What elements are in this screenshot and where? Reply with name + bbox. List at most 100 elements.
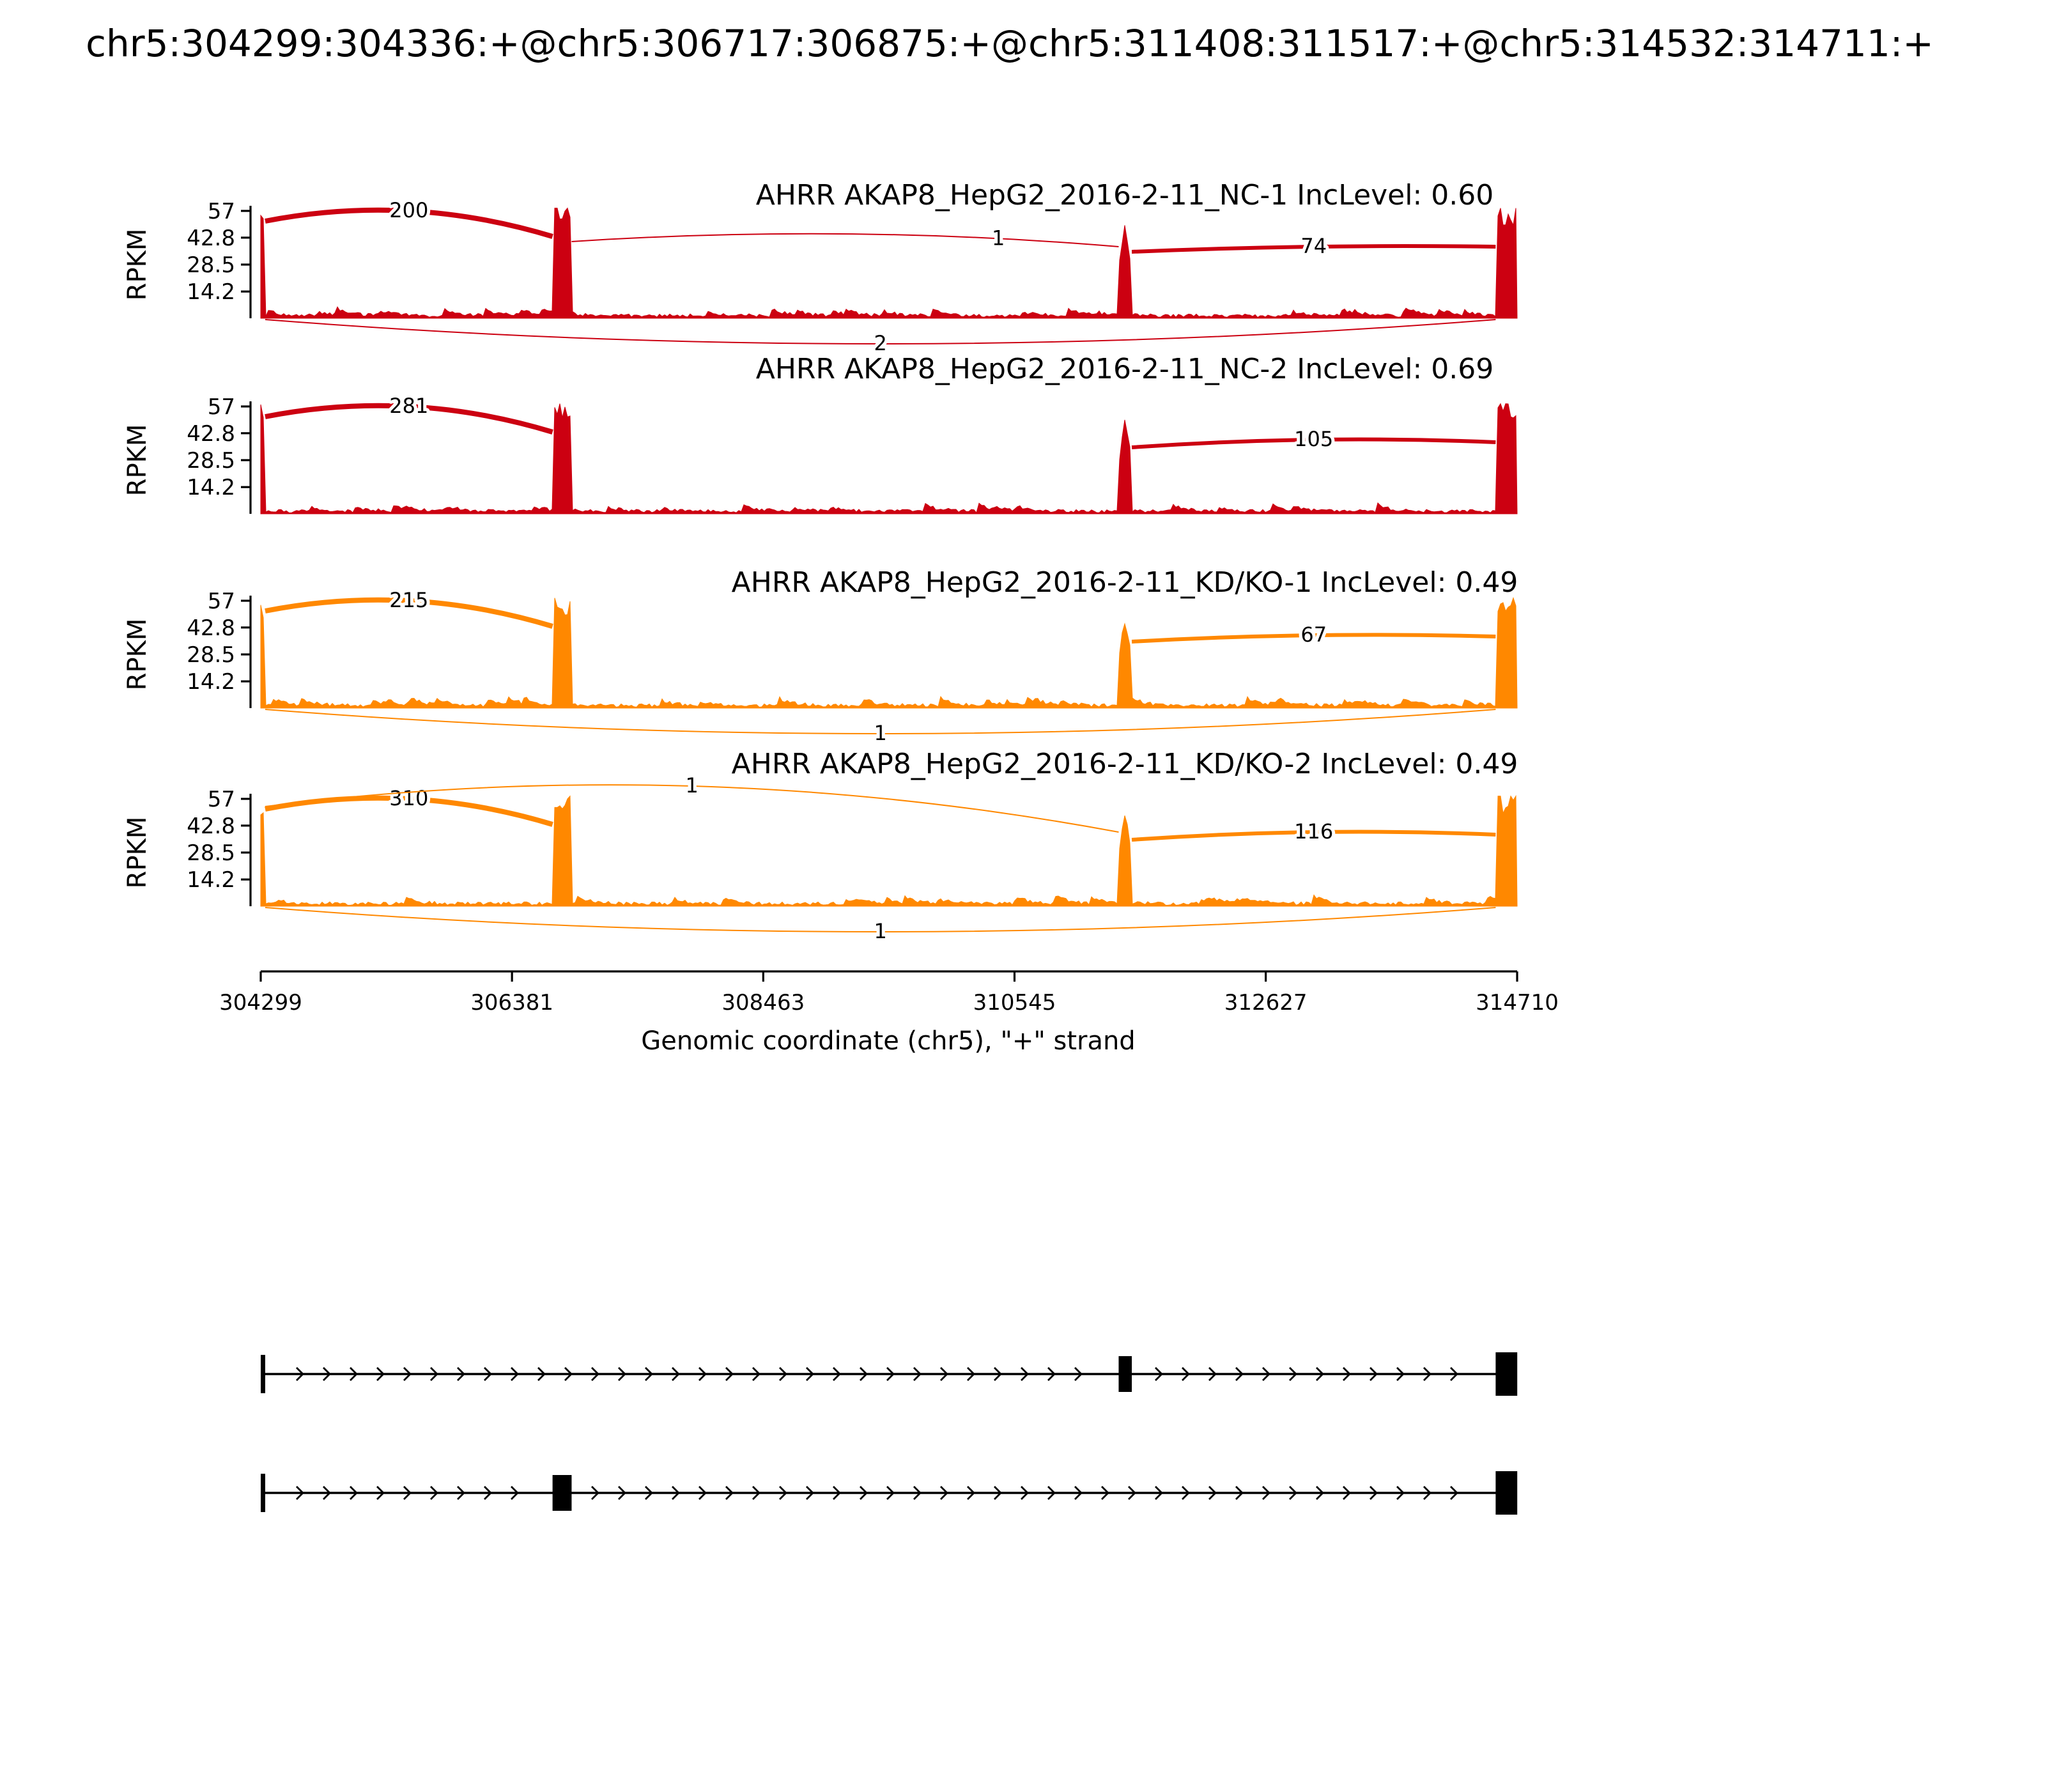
transcript-2 (261, 1471, 1518, 1515)
strand-arrow-icon (1262, 1367, 1270, 1381)
strand-arrow-icon (1101, 1486, 1109, 1500)
junction-count: 215 (389, 588, 428, 612)
strand-arrow-icon (484, 1367, 492, 1381)
coverage-profile (260, 207, 1518, 319)
junction-count: 310 (389, 786, 428, 810)
exon-box (1118, 1356, 1132, 1392)
strand-arrow-icon (1316, 1367, 1324, 1381)
strand-arrow-icon (1370, 1486, 1378, 1500)
strand-arrow-icon (1155, 1486, 1163, 1500)
strand-arrow-icon (860, 1486, 868, 1500)
strand-arrow-icon (752, 1486, 760, 1500)
junction-count: 200 (389, 198, 428, 222)
strand-arrow-icon (967, 1486, 975, 1500)
y-tick-label: 57 (208, 589, 235, 614)
strand-arrow-icon (940, 1486, 948, 1500)
strand-arrow-icon (940, 1367, 948, 1381)
x-tick-label: 314710 (1476, 990, 1559, 1016)
strand-arrow-icon (833, 1367, 841, 1381)
strand-arrow-icon (672, 1367, 680, 1381)
exon-box (261, 1355, 265, 1393)
junction-arc (265, 795, 553, 827)
figure-title: chr5:304299:304336:+@chr5:306717:306875:… (86, 22, 1934, 65)
track-2: AHRR AKAP8_HepG2_2016-2-11_NC-2 IncLevel… (123, 353, 1518, 514)
strand-arrow-icon (296, 1486, 304, 1500)
strand-arrow-icon (806, 1367, 814, 1381)
strand-arrow-icon (1047, 1367, 1056, 1381)
junction-arc (1131, 244, 1496, 254)
x-tick-label: 304299 (219, 990, 302, 1016)
strand-arrow-icon (752, 1367, 760, 1381)
strand-arrow-icon (511, 1367, 519, 1381)
strand-arrow-icon (296, 1367, 304, 1381)
strand-arrow-icon (1235, 1486, 1244, 1500)
y-axis-label: RPKM (123, 619, 152, 691)
y-tick-label: 14.2 (187, 867, 235, 893)
junction-count: 116 (1294, 819, 1333, 844)
strand-arrow-icon (967, 1367, 975, 1381)
y-tick-label: 57 (208, 787, 235, 812)
junction-count: 1 (686, 773, 698, 798)
track-title: AHRR AKAP8_HepG2_2016-2-11_KD/KO-1 IncLe… (732, 566, 1518, 599)
track-title: AHRR AKAP8_HepG2_2016-2-11_KD/KO-2 IncLe… (732, 748, 1518, 780)
y-tick-label: 57 (208, 394, 235, 420)
strand-arrow-icon (1423, 1486, 1432, 1500)
strand-arrow-icon (618, 1486, 626, 1500)
y-axis-label: RPKM (123, 229, 152, 301)
strand-arrow-icon (645, 1367, 653, 1381)
coverage-profile (260, 597, 1518, 709)
x-tick-label: 308463 (722, 990, 805, 1016)
strand-arrow-icon (698, 1367, 707, 1381)
y-tick-label: 14.2 (187, 475, 235, 500)
strand-arrow-icon (1450, 1486, 1458, 1500)
strand-arrow-icon (1396, 1367, 1405, 1381)
track-1: AHRR AKAP8_HepG2_2016-2-11_NC-1 IncLevel… (123, 179, 1518, 359)
strand-arrow-icon (376, 1486, 385, 1500)
strand-arrow-icon (537, 1367, 546, 1381)
junction-count: 2 (874, 331, 887, 355)
strand-arrow-icon (994, 1486, 1002, 1500)
strand-arrow-icon (806, 1486, 814, 1500)
junction-count: 67 (1300, 622, 1327, 647)
strand-arrow-icon (403, 1367, 412, 1381)
strand-arrow-icon (430, 1486, 438, 1500)
strand-arrow-icon (1074, 1367, 1083, 1381)
strand-arrow-icon (618, 1367, 626, 1381)
strand-arrow-icon (994, 1367, 1002, 1381)
strand-arrow-icon (350, 1367, 358, 1381)
junction-count: 74 (1300, 234, 1327, 258)
strand-arrow-icon (511, 1486, 519, 1500)
x-axis-label: Genomic coordinate (chr5), "+" strand (641, 1026, 1135, 1056)
strand-arrow-icon (376, 1367, 385, 1381)
junction-arc (1131, 437, 1496, 449)
x-tick-label: 312627 (1224, 990, 1308, 1016)
x-tick-label: 306381 (470, 990, 553, 1016)
x-tick-label: 310545 (973, 990, 1056, 1016)
track-title: AHRR AKAP8_HepG2_2016-2-11_NC-2 IncLevel… (756, 353, 1493, 385)
strand-arrow-icon (1182, 1367, 1190, 1381)
strand-arrow-icon (913, 1367, 922, 1381)
y-tick-label: 42.8 (187, 421, 235, 447)
junction-arc (265, 403, 553, 435)
strand-arrow-icon (1396, 1486, 1405, 1500)
junction-arc (265, 709, 1496, 734)
coverage-profile (260, 403, 1518, 514)
strand-arrow-icon (323, 1486, 331, 1500)
junction-arc (265, 907, 1496, 932)
strand-arrow-icon (564, 1367, 573, 1381)
y-tick-label: 28.5 (187, 252, 235, 278)
strand-arrow-icon (1370, 1367, 1378, 1381)
strand-arrow-icon (913, 1486, 922, 1500)
junction-arc (265, 207, 553, 239)
junction-arc (265, 597, 553, 629)
strand-arrow-icon (886, 1486, 895, 1500)
strand-arrow-icon (1343, 1486, 1351, 1500)
junction-arc (265, 319, 1496, 344)
strand-arrow-icon (1208, 1367, 1217, 1381)
strand-arrow-icon (1155, 1367, 1163, 1381)
strand-arrow-icon (1450, 1367, 1458, 1381)
transcript-1 (261, 1352, 1518, 1396)
track-4: AHRR AKAP8_HepG2_2016-2-11_KD/KO-2 IncLe… (123, 748, 1518, 946)
strand-arrow-icon (1235, 1367, 1244, 1381)
